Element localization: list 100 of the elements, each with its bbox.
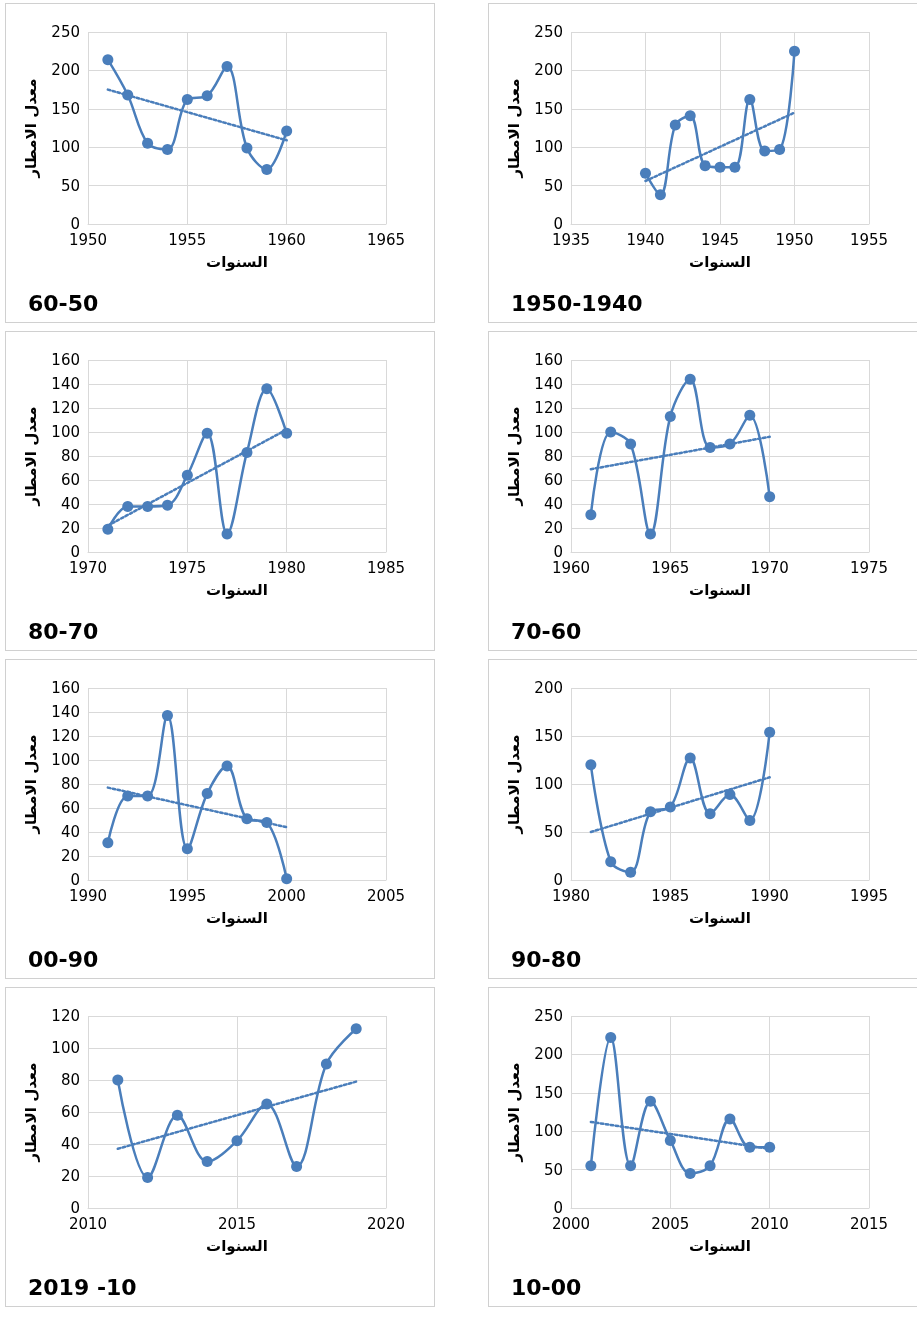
point [699,160,711,172]
point [320,1058,332,1070]
x-tick-label: 1955 [849,230,889,249]
y-tick-label: 120 [51,1007,80,1025]
point [764,491,776,503]
point [724,1113,736,1125]
x-tick-label: 2015 [849,1214,889,1233]
x-tick-label: 1960 [551,558,591,577]
y-tick-label: 0 [70,871,80,889]
point [644,1095,656,1107]
y-tick-label: 140 [51,703,80,721]
point [201,1156,213,1168]
x-tick-label: 1955 [168,230,207,249]
point [221,528,233,540]
text: 2019 -10 [28,1274,137,1300]
y-tick-label: 50 [60,176,80,195]
point [684,373,696,385]
text: 10-00 [511,1274,582,1300]
y-tick-label: 80 [60,775,80,793]
x-axis-title: السنوات [689,580,751,599]
y-axis-title: معدل الامطار [504,1062,523,1163]
point [585,509,597,521]
x-tick-label: 1980 [551,886,591,905]
y-tick-label: 40 [60,1135,80,1153]
y-tick-label: 50 [543,176,563,195]
y-axis-title: معدل الامطار [21,1062,40,1163]
y-tick-label: 40 [60,823,80,841]
y-tick-label: 0 [553,543,563,561]
x-axis-title: السنوات [206,580,268,599]
point [142,500,154,512]
point [585,1160,597,1172]
y-tick-label: 100 [534,775,563,793]
y-tick-label: 150 [534,1083,563,1102]
point [744,814,756,826]
point [142,1172,154,1184]
point [241,813,253,825]
x-axis-title: السنوات [689,252,751,271]
x-tick-label: 2000 [551,1214,591,1233]
y-tick-label: 50 [543,823,563,841]
y-tick-label: 100 [51,423,80,441]
point [102,837,114,849]
x-tick-label: 1965 [651,558,690,577]
point [261,816,273,828]
y-tick-label: 100 [534,1122,563,1141]
point [181,843,193,855]
point [102,54,114,66]
y-tick-label: 0 [70,543,80,561]
point [625,866,637,878]
x-tick-label: 2015 [217,1214,257,1233]
y-tick-label: 60 [60,471,80,489]
text: 00-90 [28,946,99,972]
x-tick-label: 2010 [68,1214,108,1233]
x-tick-label: 2005 [366,886,406,905]
y-tick-label: 140 [51,375,80,393]
point [261,383,273,395]
y-tick-label: 150 [534,727,563,745]
y-tick-label: 100 [534,423,563,441]
y-axis-title: معدل الامطار [504,734,523,835]
point [161,144,173,155]
y-tick-label: 60 [60,1103,80,1121]
point [201,90,213,102]
point [122,89,134,101]
x-tick-label: 1945 [700,230,740,249]
y-tick-label: 120 [51,727,80,745]
x-tick-label: 1970 [750,558,789,577]
point [684,110,696,122]
x-axis-title: السنوات [206,252,268,271]
x-tick-label: 1965 [366,230,406,249]
y-tick-label: 150 [534,99,563,118]
x-tick-label: 1975 [168,558,207,577]
y-tick-label: 0 [70,215,80,233]
x-tick-label: 1940 [626,230,665,249]
point [759,145,771,157]
y-tick-label: 250 [534,23,563,41]
y-tick-label: 200 [534,679,563,697]
y-tick-label: 0 [553,215,563,233]
point [241,446,253,458]
y-tick-label: 80 [60,447,80,465]
x-tick-label: 1985 [651,886,690,905]
point [261,163,273,175]
y-tick-label: 160 [51,351,80,369]
point [764,726,776,738]
x-tick-label: 1995 [168,886,207,905]
point [122,790,134,802]
y-axis-title: معدل الامطار [21,78,40,179]
point [171,1109,183,1121]
point [625,1160,637,1172]
point [704,808,716,820]
point [201,427,213,439]
x-tick-label: 2020 [366,1214,406,1233]
x-tick-label: 1960 [267,230,306,249]
text: 90-80 [511,946,582,972]
y-tick-label: 0 [553,1199,563,1217]
point [605,1032,617,1043]
point [605,426,617,438]
y-tick-label: 100 [51,1039,80,1057]
x-tick-label: 1975 [849,558,889,577]
point [281,125,293,137]
point [112,1074,124,1086]
point [789,45,800,57]
